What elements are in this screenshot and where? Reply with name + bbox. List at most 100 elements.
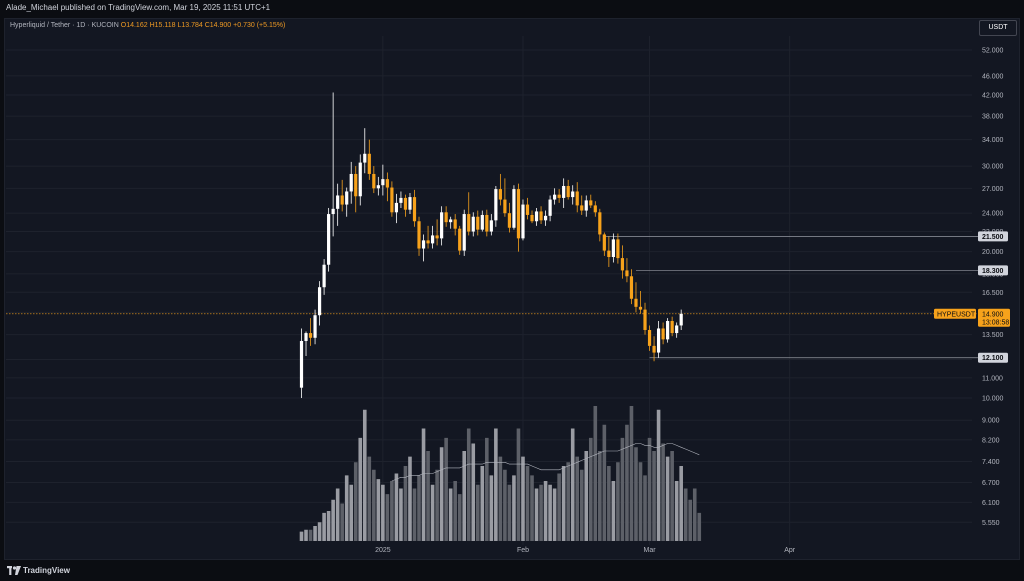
volume-bar [466, 428, 471, 541]
footer-bar [0, 561, 1024, 581]
candle-body [458, 228, 462, 251]
candle-body [489, 220, 493, 232]
candle-body [602, 234, 606, 251]
price-level-tag [978, 352, 1008, 363]
candle-body [638, 306, 643, 310]
candle-body [331, 208, 335, 215]
candle-body [349, 173, 353, 192]
currency-button[interactable]: USDT [979, 20, 1017, 36]
candle-body [589, 200, 593, 206]
last-price-value: 14.900 [982, 311, 1004, 318]
candle-body [670, 321, 674, 334]
last-price-tag [978, 308, 1010, 327]
candle-body [345, 191, 349, 205]
volume-bar [557, 473, 561, 541]
volume-bar [530, 475, 534, 541]
volume-bar [643, 475, 647, 541]
y-tick-label: 11.000 [982, 375, 1003, 382]
volume-bar [588, 437, 593, 541]
volume-bar [331, 499, 335, 541]
volume-bar [317, 522, 322, 541]
candle-body [317, 287, 322, 316]
chart-frame[interactable] [4, 18, 1020, 560]
candle-body [358, 162, 362, 197]
candle-body [408, 197, 412, 210]
volume-bar [439, 447, 444, 541]
y-tick-label: 6.100 [982, 500, 1000, 507]
candle-body [462, 214, 466, 251]
candle-body [620, 258, 625, 271]
volume-bar [362, 409, 367, 541]
candle-body [480, 214, 484, 230]
volume-bar [679, 466, 683, 541]
candle-body [354, 173, 358, 197]
candle-body [308, 333, 313, 338]
y-tick-label: 8.200 [982, 437, 1000, 444]
candle-body [534, 211, 539, 222]
candle-body [444, 212, 448, 223]
tradingview-brand: TradingView [23, 566, 70, 575]
volume-bar [444, 437, 448, 541]
y-tick-label: 24.000 [982, 211, 1004, 218]
candle-body [449, 219, 453, 223]
candle-body [322, 264, 326, 288]
close-value: C14.900 [204, 22, 232, 29]
candle-body [562, 185, 566, 198]
candle-body [629, 276, 634, 299]
y-tick-label: 6.700 [982, 480, 1000, 487]
candle-body [412, 197, 417, 222]
volume-bar [670, 451, 674, 541]
candle-body [417, 221, 421, 249]
volume-bar [408, 456, 412, 541]
candle-body [503, 199, 507, 214]
candle-body [385, 179, 389, 188]
volume-bar [426, 451, 430, 541]
volume-bar [548, 484, 552, 541]
open-value: O14.162 [120, 22, 148, 29]
candle-body [516, 189, 521, 239]
candle-body [525, 204, 530, 215]
volume-bar [697, 512, 702, 541]
candle-body [548, 199, 552, 216]
candle-body [340, 195, 344, 205]
volume-bar [620, 437, 625, 541]
y-tick-label: 16.500 [982, 290, 1004, 297]
publisher-info: Alade_Michael published on TradingView.c… [6, 3, 271, 12]
volume-bar [598, 451, 602, 541]
candle-body [543, 215, 548, 221]
symbol-name: Hyperliquid / Tether · 1D · KUCOIN [10, 22, 119, 29]
volume-bar [638, 462, 643, 541]
volume-bar [376, 479, 381, 541]
candle-body [675, 325, 679, 334]
volume-bar [665, 456, 670, 541]
volume-bar [512, 475, 516, 541]
candle-body [521, 204, 525, 239]
symbol-legend: Hyperliquid / Tether · 1D · KUCOIN O14.1… [10, 22, 285, 29]
volume-bar [403, 466, 408, 541]
volume-bar [661, 443, 665, 541]
tradingview-logo-icon [7, 566, 21, 575]
volume-bar [652, 451, 656, 541]
volume-bar [453, 481, 457, 541]
candle-body [336, 195, 340, 209]
x-tick-label: Feb [517, 547, 529, 554]
volume-bar [521, 456, 525, 541]
candle-body [553, 194, 557, 200]
y-tick-label: 42.000 [982, 93, 1004, 100]
y-tick-label: 20.000 [982, 249, 1004, 256]
y-tick-label: 13.500 [982, 332, 1004, 339]
volume-bar [299, 531, 304, 541]
y-tick-label: 5.550 [982, 520, 1000, 527]
volume-bar [674, 481, 679, 541]
volume-bar [349, 484, 354, 541]
volume-bar [475, 484, 480, 541]
volume-bar [344, 475, 349, 541]
candle-body [304, 333, 308, 341]
y-tick-label: 52.000 [982, 47, 1004, 54]
candle-body [394, 202, 399, 213]
candle-body [435, 235, 439, 239]
candle-body [661, 328, 665, 340]
volume-bar [313, 526, 317, 541]
volume-bar [607, 466, 611, 541]
